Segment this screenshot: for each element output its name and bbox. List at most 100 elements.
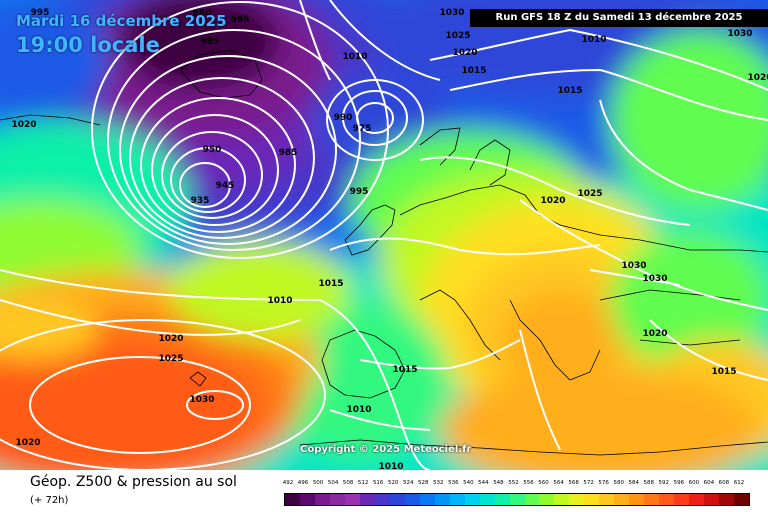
isobar-label: 995 xyxy=(350,187,369,197)
isobar-label: 1010 xyxy=(342,52,367,62)
isobar-label: 995 xyxy=(231,15,250,25)
legend-swatch xyxy=(599,494,615,505)
legend-swatch xyxy=(314,494,330,505)
legend-swatch xyxy=(479,494,495,505)
isobar-label: 1030 xyxy=(727,29,752,39)
isobar-label: 1015 xyxy=(461,66,486,76)
legend-swatch xyxy=(344,494,360,505)
isobar-label: 1020 xyxy=(540,196,565,206)
legend-swatch xyxy=(524,494,540,505)
isobars xyxy=(0,0,768,470)
isobar-label: 1015 xyxy=(711,367,736,377)
legend-tick-label: 612 xyxy=(733,480,745,486)
isobar-label: 1030 xyxy=(621,261,646,271)
legend-swatch xyxy=(704,494,720,505)
legend-tick-label: 576 xyxy=(598,480,609,486)
isobar-label: 1015 xyxy=(557,86,582,96)
legend-swatch xyxy=(614,494,630,505)
legend-swatch xyxy=(285,494,300,505)
isobar-label: 1020 xyxy=(452,48,477,58)
legend-tick-label: 540 xyxy=(463,480,474,486)
lead-time: (+ 72h) xyxy=(30,495,69,506)
isobar-label: 985 xyxy=(279,148,298,158)
legend-tick-label: 564 xyxy=(553,480,564,486)
map-footer: Géop. Z500 & pression au sol (+ 72h) 492… xyxy=(0,470,768,512)
forecast-date: Mardi 16 décembre 2025 xyxy=(16,12,227,30)
isobar-label: 945 xyxy=(216,181,235,191)
legend-tick-label: 604 xyxy=(703,480,715,486)
isobar-label: 1020 xyxy=(158,334,183,344)
legend-tick-label: 504 xyxy=(327,480,339,486)
legend-swatch xyxy=(494,494,510,505)
legend-tick-label: 596 xyxy=(673,480,685,486)
isobar-label: 935 xyxy=(191,196,210,206)
legend-tick-labels: 492 496 500 504 508 512 516 520 524 528 532 536 540 5… xyxy=(282,480,750,490)
legend-swatch xyxy=(419,494,435,505)
isobar-label: 1020 xyxy=(15,438,40,448)
isobar-label: 1015 xyxy=(392,365,417,375)
legend-tick-label: 608 xyxy=(718,480,730,486)
legend-tick-label: 560 xyxy=(538,480,549,486)
isobar-label: 1010 xyxy=(581,35,606,45)
isobar-label: 950 xyxy=(203,145,222,155)
legend-tick-label: 544 xyxy=(478,480,489,486)
isobar-label: 980 xyxy=(193,9,212,19)
legend-tick-label: 556 xyxy=(523,480,534,486)
legend-tick-label: 548 xyxy=(493,480,504,486)
isobar-label: 1025 xyxy=(445,31,470,41)
isobar-label: 1030 xyxy=(642,274,667,284)
isobar-label: 1030 xyxy=(189,395,214,405)
coastlines xyxy=(0,49,768,456)
isobar-label: 1025 xyxy=(577,189,602,199)
isobar-label: 1010 xyxy=(378,462,403,470)
legend-tick-label: 584 xyxy=(628,480,639,486)
isobar-label: 985 xyxy=(201,37,220,47)
legend-tick-label: 580 xyxy=(613,480,624,486)
isobar-label: 1015 xyxy=(318,279,343,289)
run-banner: Run GFS 18 Z du Samedi 13 décembre 2025 xyxy=(470,9,768,27)
isobar-label: 1020 xyxy=(747,73,768,83)
legend-tick-label: 572 xyxy=(583,480,594,486)
isobar-label: 990 xyxy=(334,113,353,123)
legend-tick-label: 536 xyxy=(448,480,459,486)
field-title: Géop. Z500 & pression au sol xyxy=(30,474,237,490)
legend-tick-label: 592 xyxy=(658,480,670,486)
isobar-label: 975 xyxy=(353,124,372,134)
legend-swatch xyxy=(299,494,315,505)
forecast-local-time: 19:00 locale xyxy=(16,33,160,57)
legend-swatch xyxy=(329,494,345,505)
legend-swatch xyxy=(569,494,585,505)
isobar-label: 1010 xyxy=(346,405,371,415)
z500-legend: 492 496 500 504 508 512 516 520 524 528 532 536 540 5… xyxy=(282,480,750,508)
legend-swatch xyxy=(389,494,405,505)
legend-tick-label: 508 xyxy=(342,480,354,486)
legend-swatch xyxy=(434,494,450,505)
legend-tick-label: 524 xyxy=(403,480,414,486)
z500-color-field xyxy=(0,0,768,470)
legend-swatch xyxy=(359,494,375,505)
legend-tick-label: 600 xyxy=(688,480,700,486)
isobar-label: 1020 xyxy=(642,329,667,339)
legend-tick-label: 528 xyxy=(418,480,429,486)
legend-swatch xyxy=(734,494,750,505)
legend-swatch xyxy=(404,494,420,505)
copyright-label: Copyright © 2025 Meteociel.fr xyxy=(300,444,472,455)
legend-tick-label: 520 xyxy=(387,480,399,486)
legend-swatch xyxy=(689,494,705,505)
legend-tick-label: 516 xyxy=(372,480,384,486)
legend-swatch xyxy=(539,494,555,505)
legend-swatch xyxy=(719,494,735,505)
legend-swatch xyxy=(374,494,390,505)
legend-swatch xyxy=(629,494,645,505)
isobar-label: 1025 xyxy=(158,354,183,364)
isobar-label: 995 xyxy=(31,8,50,18)
legend-tick-label: 492 xyxy=(282,480,294,486)
legend-swatch xyxy=(464,494,480,505)
isobar-label: 1030 xyxy=(439,8,464,18)
legend-swatch xyxy=(509,494,525,505)
legend-tick-label: 496 xyxy=(297,480,309,486)
isobar-label: 1010 xyxy=(267,296,292,306)
legend-tick-label: 532 xyxy=(433,480,444,486)
legend-tick-label: 500 xyxy=(312,480,324,486)
